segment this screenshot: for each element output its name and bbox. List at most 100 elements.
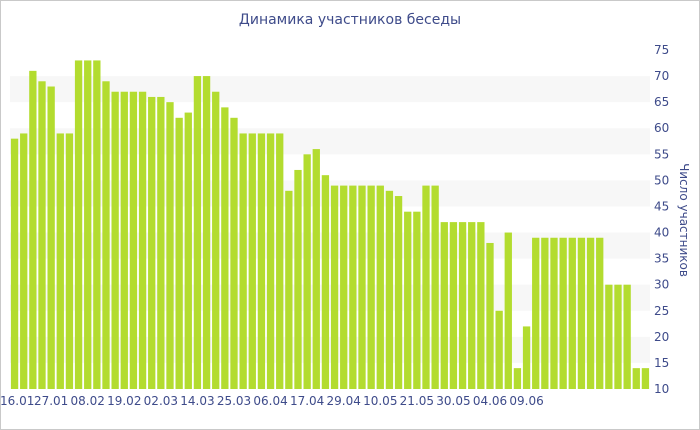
- x-tick-label: 21.05: [400, 394, 434, 408]
- bar: [522, 326, 531, 389]
- y-tick-label: 75: [654, 43, 669, 57]
- y-tick-label: 70: [654, 69, 669, 83]
- y-tick-label: 40: [654, 226, 669, 240]
- x-tick-label: 29.04: [327, 394, 361, 408]
- bar: [166, 102, 174, 390]
- bar: [257, 133, 266, 389]
- bar: [413, 211, 421, 389]
- bar: [422, 185, 430, 389]
- bar: [74, 60, 83, 390]
- bar: [385, 190, 394, 389]
- bar: [559, 237, 567, 389]
- bar: [504, 232, 512, 389]
- bars: [10, 60, 650, 390]
- bar: [486, 242, 494, 389]
- bar: [111, 91, 119, 389]
- bar: [20, 133, 28, 389]
- bar: [349, 185, 357, 389]
- x-tick-label: 17.04: [290, 394, 324, 408]
- x-tick-label: 06.04: [253, 394, 287, 408]
- bar: [266, 133, 275, 389]
- y-tick-label: 10: [654, 382, 669, 396]
- x-tick-label: 09.06: [509, 394, 543, 408]
- bar: [221, 107, 229, 390]
- bar: [577, 237, 586, 389]
- y-tick-label: 55: [654, 147, 669, 161]
- y-tick-label: 30: [654, 278, 669, 292]
- bar: [440, 222, 448, 389]
- bar: [330, 185, 339, 389]
- bar: [312, 149, 320, 389]
- x-tick-label: 04.06: [473, 394, 507, 408]
- bar: [276, 133, 284, 389]
- bar: [623, 284, 631, 389]
- x-tick-label: 25.03: [217, 394, 251, 408]
- bar: [56, 133, 64, 389]
- bar: [29, 70, 37, 390]
- bar: [468, 222, 476, 389]
- bar: [212, 91, 220, 389]
- bar: [532, 237, 540, 389]
- bar: [65, 133, 74, 389]
- bar: [586, 237, 595, 389]
- y-tick-label: 35: [654, 252, 669, 266]
- bar: [641, 368, 650, 389]
- bar: [513, 368, 522, 389]
- bar: [632, 368, 640, 389]
- bar: [248, 133, 256, 389]
- bar: [84, 60, 92, 390]
- bar: [120, 91, 128, 389]
- bar: [614, 284, 622, 389]
- bar: [47, 86, 55, 389]
- x-tick-label: 08.02: [71, 394, 105, 408]
- bar: [394, 196, 403, 389]
- y-axis-label: Число участников: [677, 163, 691, 277]
- bar: [550, 237, 558, 389]
- bar: [239, 133, 247, 389]
- bar: [596, 237, 604, 389]
- y-tick-label: 20: [654, 330, 669, 344]
- bar: [340, 185, 348, 389]
- y-tick-label: 45: [654, 199, 669, 213]
- y-tick-label: 65: [654, 95, 669, 109]
- bar: [285, 190, 293, 389]
- x-tick-label: 19.02: [107, 394, 141, 408]
- bar: [138, 91, 147, 389]
- y-tick-label: 50: [654, 173, 669, 187]
- y-tick-label: 60: [654, 121, 669, 135]
- bar: [294, 169, 302, 389]
- bar: [458, 222, 467, 389]
- x-tick-label: 10.05: [363, 394, 397, 408]
- bar: [230, 117, 238, 390]
- bar: [605, 284, 613, 389]
- bar: [10, 138, 19, 389]
- bar: [431, 185, 439, 389]
- bar: [367, 185, 375, 389]
- chart-title: Динамика участников беседы: [238, 12, 462, 28]
- bar: [568, 237, 576, 389]
- bar: [157, 96, 165, 389]
- y-tick-label: 25: [654, 304, 669, 318]
- bar: [202, 76, 211, 389]
- bar: [495, 310, 503, 389]
- bar: [541, 237, 549, 389]
- bar: [376, 185, 384, 389]
- bar: [404, 211, 412, 389]
- bar: [93, 60, 101, 390]
- bar: [38, 81, 46, 389]
- bar: [449, 222, 458, 389]
- bar: [193, 76, 202, 389]
- x-axis-ticks: 16.01 27.01 08.02 19.02 02.03 14.03 25.03 06.04…: [0, 394, 544, 408]
- bar: [321, 175, 330, 389]
- bar: [358, 185, 366, 389]
- x-tick-label: 14.03: [180, 394, 214, 408]
- bar: [303, 154, 311, 389]
- bar: [102, 81, 110, 389]
- y-tick-label: 15: [654, 356, 669, 370]
- bar: [184, 112, 192, 389]
- bar: [148, 96, 156, 389]
- bar: [477, 222, 485, 389]
- bar: [175, 117, 183, 390]
- x-tick-label: 16.01: [0, 394, 34, 408]
